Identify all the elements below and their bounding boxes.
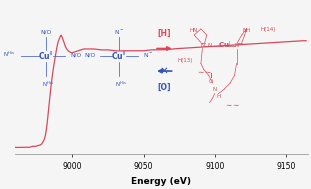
Text: N: N: [213, 87, 217, 91]
Text: [H]: [H]: [158, 29, 171, 38]
Text: H(13): H(13): [178, 58, 193, 63]
Text: H(14): H(14): [261, 26, 276, 32]
Text: N$^{\mathsf{His}}$: N$^{\mathsf{His}}$: [115, 80, 127, 89]
Text: N/O: N/O: [84, 52, 95, 57]
Text: $\sim\!\!\sim$: $\sim\!\!\sim$: [224, 100, 239, 109]
Text: N$^-$: N$^-$: [114, 28, 124, 36]
Text: H: H: [216, 94, 220, 99]
Text: Cu$^{\mathsf{II}}$: Cu$^{\mathsf{II}}$: [111, 50, 127, 62]
Text: HN: HN: [189, 28, 198, 33]
Text: [O]: [O]: [158, 83, 171, 92]
Text: N/O: N/O: [70, 52, 81, 57]
Text: N$^{\mathsf{His}}$: N$^{\mathsf{His}}$: [42, 80, 53, 89]
Text: N: N: [234, 43, 239, 48]
X-axis label: Energy (eV): Energy (eV): [132, 177, 192, 186]
Text: N$^-$: N$^-$: [143, 50, 153, 59]
Text: $\sim\!\!\sim$: $\sim\!\!\sim$: [196, 67, 212, 76]
Text: N: N: [200, 43, 204, 48]
Text: NH: NH: [242, 28, 250, 33]
Text: ✕: ✕: [160, 66, 169, 76]
Text: Cu$^{\mathsf{I}}$: Cu$^{\mathsf{I}}$: [218, 40, 231, 51]
Text: Cu$^{\mathsf{II}}$: Cu$^{\mathsf{II}}$: [38, 50, 54, 62]
Text: N/O: N/O: [40, 29, 52, 35]
Text: O: O: [209, 79, 213, 84]
Text: N$^{\mathsf{His}}$: N$^{\mathsf{His}}$: [3, 50, 16, 59]
Text: N: N: [208, 43, 212, 48]
